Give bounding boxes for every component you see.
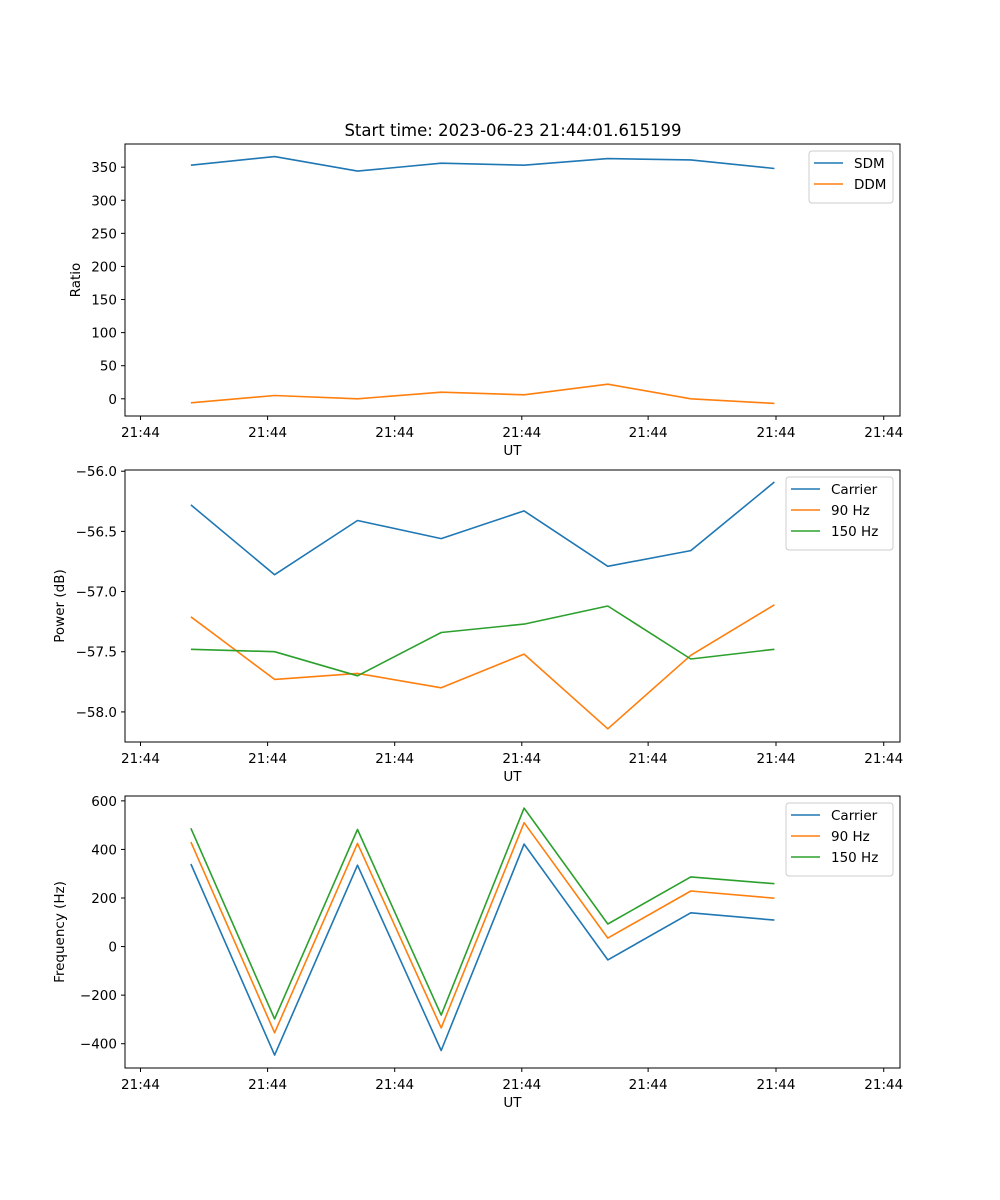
y-tick-label: −58.0 [76, 705, 117, 721]
axes-frame [124, 469, 901, 743]
x-tick-label: 21:44 [864, 1077, 903, 1093]
legend-label: 150 Hz [831, 850, 878, 866]
y-tick-label: 100 [91, 326, 117, 342]
x-tick-label: 21:44 [121, 751, 160, 767]
series-line-90-hz [190, 821, 775, 1034]
y-axis-label: Power (dB) [52, 569, 68, 642]
x-tick-label: 21:44 [629, 425, 668, 441]
series-line-150-hz [190, 807, 775, 1020]
y-axis-label: Ratio [68, 263, 84, 298]
y-tick-label: 0 [108, 392, 117, 408]
y-tick-label: 200 [91, 259, 117, 275]
x-tick-label: 21:44 [629, 1077, 668, 1093]
y-axis-label: Frequency (Hz) [52, 881, 68, 983]
y-tick-label: −56.0 [76, 464, 117, 480]
y-tick-label: −200 [80, 988, 117, 1004]
charts-container: 0 50 100 150 200 250 300 350 21:44 21:44 21:44 21:4… [52, 143, 903, 1111]
legend-label: Carrier [831, 808, 878, 824]
x-axis-label: UT [503, 443, 522, 459]
chart-panel-3: −400 −200 0 200 400 600 21:44 21:44 21:44 21:44 21… [52, 794, 903, 1111]
chart-panel-1: 0 50 100 150 200 250 300 350 21:44 21:44 21:44 21:4… [68, 143, 903, 459]
series-line-150-hz [190, 605, 775, 677]
x-tick-label: 21:44 [757, 751, 796, 767]
y-tick-label: −57.0 [76, 585, 117, 601]
x-tick-label: 21:44 [121, 425, 160, 441]
x-tick-label: 21:44 [375, 1077, 414, 1093]
y-tick-label: −57.5 [76, 645, 117, 661]
x-tick-label: 21:44 [375, 425, 414, 441]
axes-frame [124, 795, 901, 1069]
y-tick-label: 300 [91, 193, 117, 209]
legend: Carrier 90 Hz 150 Hz [785, 802, 894, 877]
axes-frame [124, 143, 901, 417]
series-line-ddm [190, 383, 775, 405]
legend-label: DDM [854, 177, 886, 193]
series-line-carrier [190, 843, 775, 1056]
y-tick-label: 350 [91, 160, 117, 176]
y-tick-label: −56.5 [76, 524, 117, 540]
legend-box [808, 150, 894, 204]
x-tick-label: 21:44 [864, 425, 903, 441]
x-tick-label: 21:44 [502, 751, 541, 767]
y-tick-label: 0 [108, 940, 117, 956]
x-tick-label: 21:44 [757, 1077, 796, 1093]
series-line-sdm [190, 155, 775, 172]
legend-label: 90 Hz [831, 829, 870, 845]
x-tick-label: 21:44 [248, 425, 287, 441]
x-tick-label: 21:44 [629, 751, 668, 767]
legend: Carrier 90 Hz 150 Hz [785, 476, 894, 551]
x-tick-label: 21:44 [502, 1077, 541, 1093]
y-tick-label: 200 [91, 891, 117, 907]
legend-label: 90 Hz [831, 503, 870, 519]
figure-title: Start time: 2023-06-23 21:44:01.615199 [344, 121, 681, 140]
x-tick-label: 21:44 [248, 1077, 287, 1093]
y-tick-label: 600 [91, 794, 117, 810]
legend-label: 150 Hz [831, 524, 878, 540]
y-tick-label: 250 [91, 226, 117, 242]
x-tick-label: 21:44 [121, 1077, 160, 1093]
legend-label: SDM [854, 156, 885, 172]
x-tick-label: 21:44 [502, 425, 541, 441]
x-axis-label: UT [503, 769, 522, 785]
series-line-carrier [190, 481, 775, 576]
series-line-90-hz [190, 604, 775, 730]
x-tick-label: 21:44 [757, 425, 796, 441]
y-tick-label: 50 [100, 359, 117, 375]
x-tick-label: 21:44 [248, 751, 287, 767]
y-tick-label: −400 [80, 1037, 117, 1053]
x-axis-label: UT [503, 1095, 522, 1111]
x-tick-label: 21:44 [864, 751, 903, 767]
x-tick-label: 21:44 [375, 751, 414, 767]
y-tick-label: 150 [91, 293, 117, 309]
legend: SDM DDM [808, 150, 894, 204]
chart-panel-2: −58.0 −57.5 −57.0 −56.5 −56.0 21:44 21:44 21:44… [52, 464, 903, 785]
y-tick-label: 400 [91, 842, 117, 858]
legend-label: Carrier [831, 482, 878, 498]
